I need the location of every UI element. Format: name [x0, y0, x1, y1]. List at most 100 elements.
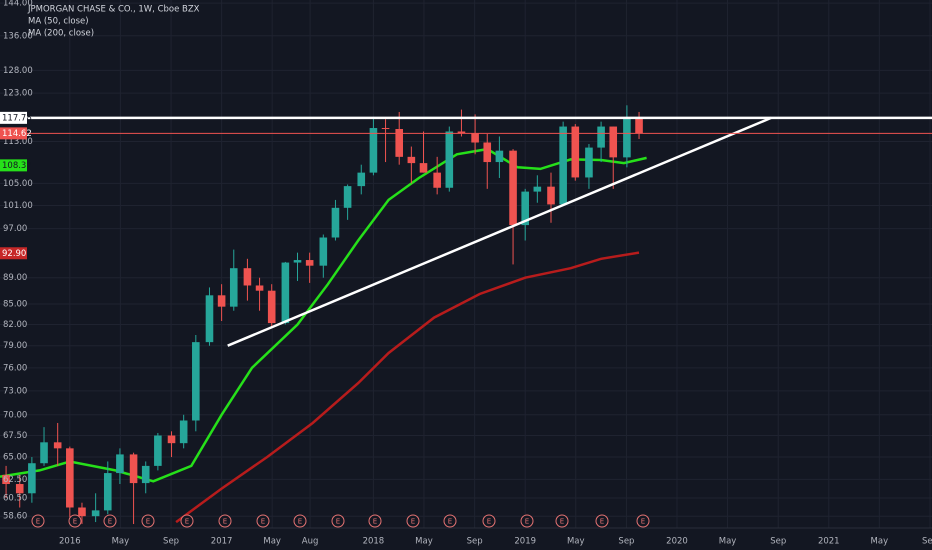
- earnings-label: E: [73, 518, 77, 526]
- y-tick-label: 101.00: [3, 201, 33, 211]
- earnings-icon: [555, 514, 569, 528]
- symbol-legend: JPMORGAN CHASE & CO., 1W, Cboe BZX: [27, 5, 200, 15]
- earnings-label: E: [411, 518, 415, 526]
- x-tick-label: Sep: [770, 537, 786, 547]
- y-tick-label: 76.00: [3, 363, 27, 373]
- y-tick-label: 58.60: [3, 512, 27, 522]
- earnings-icon: [368, 514, 382, 528]
- candle-body: [571, 126, 580, 178]
- earnings-label: E: [373, 518, 377, 526]
- candle-body: [205, 295, 214, 343]
- earnings-label: E: [600, 518, 604, 526]
- y-tick-label: 136.00: [3, 31, 33, 41]
- y-tick-label: 73.00: [3, 386, 27, 396]
- earnings-label: E: [525, 518, 529, 526]
- candle-body: [419, 163, 428, 173]
- candle-body: [116, 454, 124, 474]
- candle-body: [521, 191, 529, 226]
- price-label-box: [0, 111, 27, 124]
- candle-body: [407, 156, 416, 164]
- candle-body: [78, 507, 86, 517]
- candle-body: [141, 465, 150, 484]
- y-tick-label: 82.00: [3, 320, 27, 330]
- y-tick-label: 89.00: [3, 273, 27, 283]
- earnings-icon: [595, 514, 609, 528]
- x-tick-label: May: [719, 537, 737, 547]
- candle-body: [2, 474, 10, 485]
- candle-body: [483, 142, 492, 163]
- candle-body: [243, 268, 252, 286]
- candle-body: [217, 295, 226, 307]
- candle-body: [457, 131, 466, 134]
- candle-body: [305, 260, 314, 266]
- x-tick-label: May: [871, 537, 889, 547]
- x-tick-label: Aug: [302, 537, 319, 547]
- candle-body: [229, 268, 238, 307]
- candle-body: [255, 285, 264, 291]
- y-tick-label: 62.50: [3, 475, 27, 485]
- earnings-icon: [103, 514, 117, 528]
- earnings-label: E: [36, 518, 40, 526]
- earnings-label: E: [108, 518, 112, 526]
- earnings-icon: [141, 514, 155, 528]
- candle-body: [267, 290, 276, 324]
- y-tick-label: 67.50: [3, 431, 27, 441]
- moving-average-line: [175, 251, 640, 524]
- y-tick-label: 97.00: [3, 224, 27, 234]
- y-tick-label: 113.00: [3, 137, 33, 147]
- x-tick-label: 2018: [363, 537, 385, 547]
- earnings-label: E: [223, 518, 227, 526]
- earnings-icon: [218, 514, 232, 528]
- candle-body: [343, 186, 352, 208]
- price-label: 108.37: [2, 161, 32, 171]
- x-tick-label: Sep: [163, 537, 179, 547]
- candle-body: [40, 442, 48, 464]
- candle-body: [369, 128, 378, 173]
- y-tick-label: 70.00: [3, 410, 27, 420]
- candle-body: [15, 484, 24, 494]
- y-tick-label: 123.00: [3, 89, 33, 99]
- plot: [0, 105, 932, 525]
- earnings-label: E: [448, 518, 452, 526]
- earnings-icon: [406, 514, 420, 528]
- candle-body: [167, 435, 176, 444]
- candle-body: [609, 126, 618, 158]
- earnings-label: E: [487, 518, 491, 526]
- earnings-label: E: [641, 518, 645, 526]
- candle-body: [154, 435, 162, 466]
- candle-body: [445, 131, 454, 188]
- y-tick-label: 128.00: [3, 66, 33, 76]
- earnings-icon: [293, 514, 307, 528]
- candle-body: [192, 342, 200, 421]
- y-tick-label: 85.00: [3, 299, 27, 309]
- earnings-icon: [331, 514, 345, 528]
- x-tick-label: May: [112, 537, 130, 547]
- price-label-box: [0, 247, 27, 260]
- candle-body: [331, 207, 340, 238]
- x-tick-label: May: [567, 537, 585, 547]
- ma50-legend: MA (50, close): [28, 17, 89, 27]
- candle-body: [623, 118, 631, 158]
- x-tick-label: 2019: [514, 537, 536, 547]
- candle-body: [293, 260, 302, 263]
- x-tick-label: Sep: [467, 537, 483, 547]
- trend-line: [227, 116, 772, 347]
- x-tick-label: May: [263, 537, 281, 547]
- price-label-box: [0, 127, 27, 140]
- candle-body: [585, 147, 593, 178]
- candle-body: [433, 172, 441, 188]
- x-tick-label: Sep: [618, 537, 634, 547]
- earnings-label: E: [560, 518, 564, 526]
- earnings-label: E: [146, 518, 150, 526]
- candle-body: [281, 262, 290, 324]
- candle-body: [533, 186, 542, 192]
- x-tick-label: Sep: [922, 537, 932, 547]
- candle-body: [28, 463, 36, 494]
- candle-body: [395, 129, 404, 157]
- candle-body: [179, 420, 188, 444]
- y-tick-label: 105.00: [3, 179, 33, 189]
- earnings-label: E: [298, 518, 302, 526]
